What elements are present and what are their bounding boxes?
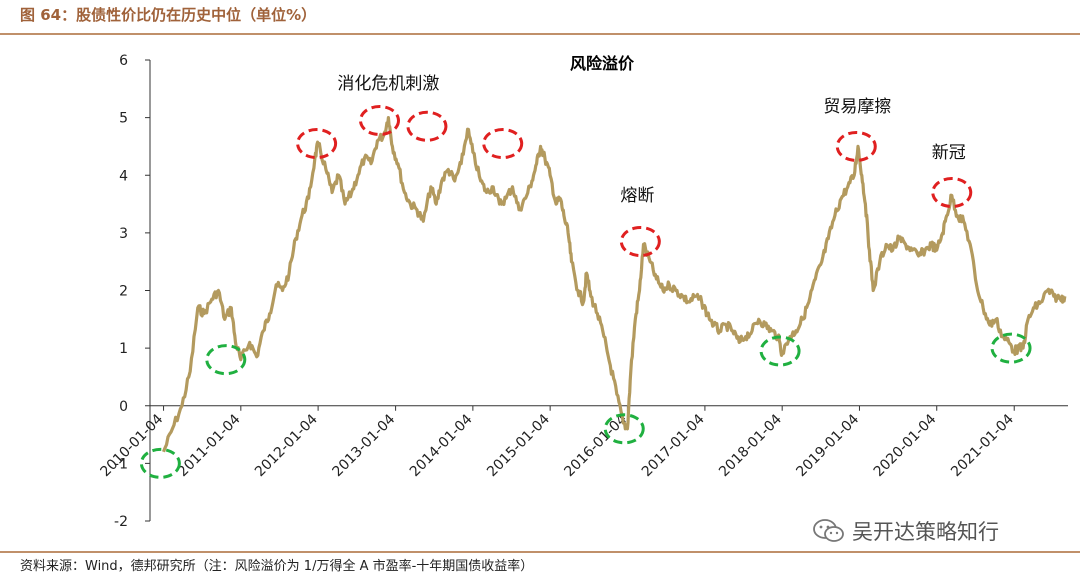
y-tick-label: 6 <box>119 53 128 69</box>
y-tick-label: -2 <box>114 514 128 530</box>
annotation-label: 熔断 <box>620 186 654 206</box>
source-note: 资料来源：Wind，德邦研究所（注：风险溢价为 1/万得全 A 市盈率-十年期国… <box>20 559 534 574</box>
high-marker <box>296 128 338 160</box>
low-marker <box>990 332 1032 364</box>
annotation-label: 消化危机刺激 <box>337 74 439 94</box>
x-tick-label: 2020-01-04 <box>871 411 940 480</box>
risk-premium-line <box>162 116 1067 453</box>
annotation-label: 贸易摩擦 <box>823 97 891 117</box>
annotation-label: 新冠 <box>932 143 966 163</box>
x-tick-labels: 2010-01-04 2011-01-04 2012-01-04 2013-01-04… <box>98 411 1018 480</box>
x-tick-label: 2012-01-04 <box>252 411 321 480</box>
y-tick-label: 4 <box>119 168 128 184</box>
x-tick-label: 2015-01-04 <box>484 411 553 480</box>
y-tick-label: 3 <box>119 226 128 242</box>
high-marker <box>359 105 400 137</box>
extreme-markers <box>139 105 1032 479</box>
watermark: 吴开达策略知行 <box>812 516 999 546</box>
x-tick-label: 2018-01-04 <box>716 411 785 480</box>
high-marker <box>619 226 661 258</box>
x-tick-label: 2011-01-04 <box>175 411 244 480</box>
y-tick-label: 1 <box>119 341 128 357</box>
high-marker <box>835 130 877 162</box>
low-marker <box>205 344 247 376</box>
wechat-icon <box>813 519 844 542</box>
y-tick-label: 2 <box>119 284 128 300</box>
x-tick-label: 2016-01-04 <box>561 411 630 480</box>
high-marker <box>931 177 973 209</box>
top-rule <box>0 33 1080 35</box>
x-tick-label: 2021-01-04 <box>948 411 1017 480</box>
low-marker <box>139 447 181 479</box>
x-tick-label: 2017-01-04 <box>639 411 708 480</box>
y-tick-labels: -2 -1 0 1 2 3 4 5 6 <box>114 53 128 530</box>
y-tick-label: 0 <box>119 399 128 415</box>
x-tick-label: 2014-01-04 <box>407 411 476 480</box>
low-marker <box>603 413 645 445</box>
x-tick-label: 2013-01-04 <box>330 411 399 480</box>
y-tick-label: -1 <box>114 456 128 472</box>
high-marker <box>406 110 448 142</box>
risk-premium-chart: -2 -1 0 1 2 3 4 5 6 2010-01-04 2011-01-04 2012-01-… <box>98 53 1068 530</box>
x-tick-label: 2010-01-04 <box>98 411 167 480</box>
high-marker <box>482 128 524 160</box>
watermark-label: 吴开达策略知行 <box>852 520 999 544</box>
x-tick-label: 2019-01-04 <box>793 411 862 480</box>
bottom-rule <box>0 551 1080 553</box>
y-tick-label: 5 <box>119 111 128 127</box>
figure-title: 图 64：股债性价比仍在历史中位（单位%） <box>20 6 317 24</box>
chart-axes <box>145 59 1068 522</box>
chart-title: 风险溢价 <box>570 54 635 73</box>
low-marker <box>759 335 801 367</box>
